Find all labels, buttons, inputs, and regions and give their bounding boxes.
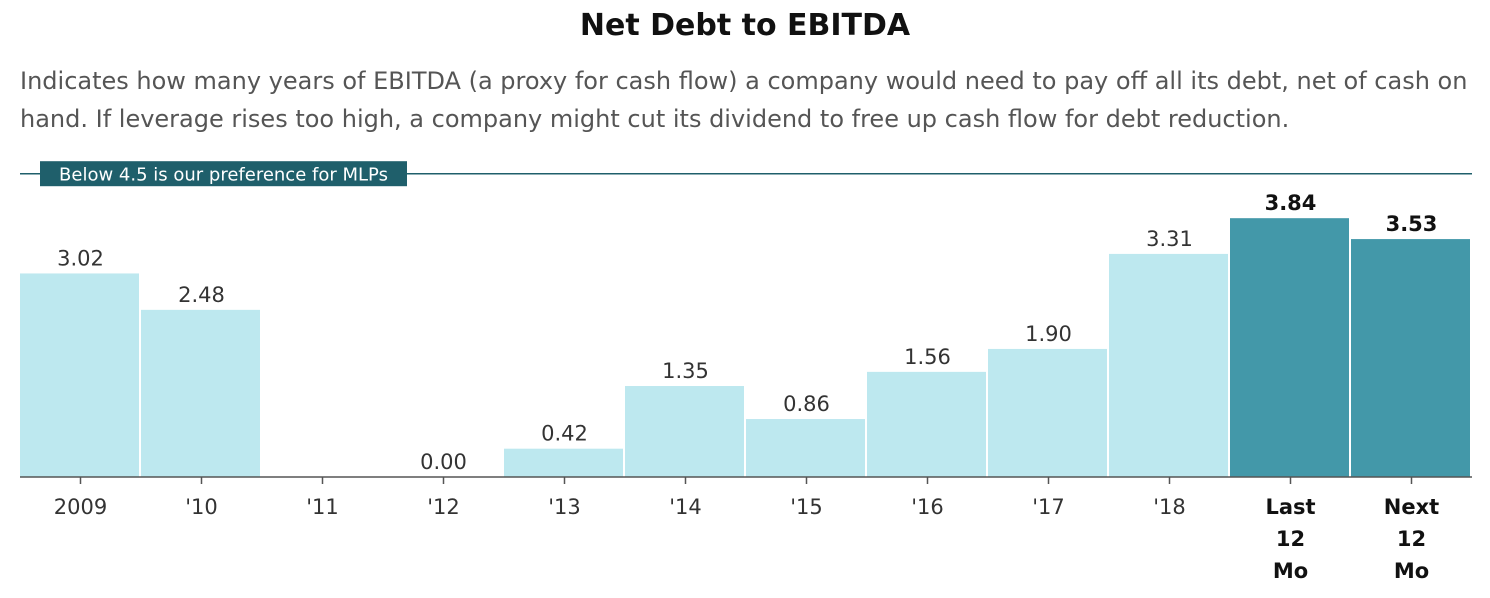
bar-1 [141,309,260,477]
value-label-0: 3.02 [57,246,104,270]
x-tick-label-4: '13 [548,495,581,519]
bar-8 [988,348,1107,477]
bar-7 [867,371,986,477]
bar-9 [1109,253,1228,477]
bar-5 [625,386,744,477]
x-tick-label-11-0: Next [1384,495,1439,519]
x-tick-label-1: '10 [185,495,218,519]
x-tick-label-2: '11 [306,495,339,519]
bar-4 [504,448,623,477]
x-tick-label-6: '15 [790,495,823,519]
bar-11 [1351,239,1470,477]
x-tick-label-7: '16 [911,495,944,519]
reference-label: Below 4.5 is our preference for MLPs [59,165,388,186]
value-label-7: 1.56 [904,345,951,369]
x-tick-label-10-0: Last [1265,495,1315,519]
x-tick-label-8: '17 [1032,495,1065,519]
x-tick-label-10-2: Mo [1273,559,1308,583]
x-tick-label-11-1: 12 [1397,527,1426,551]
x-tick-label-10-1: 12 [1276,527,1305,551]
value-label-9: 3.31 [1146,227,1193,251]
x-tick-label-9: '18 [1153,495,1186,519]
reference-label-box [40,161,407,187]
chart-title: Net Debt to EBITDA [579,8,911,43]
bars-layer: 3.02 2.48 0.00 0.42 1.35 0.86 1.56 1.90 3.31 3.84… [20,191,1470,477]
value-label-10: 3.84 [1265,191,1317,215]
x-tick-label-3: '12 [427,495,460,519]
axis-layer: 2009 '10 '11 '12 '13 '14 '15 '16 '17 '18 Last 12 Mo N… [20,476,1472,583]
reference-layer: Below 4.5 is our preference for MLPs [20,161,1472,187]
x-tick-label-0: 2009 [54,495,107,519]
value-label-11: 3.53 [1386,212,1438,236]
x-tick-label-11-2: Mo [1394,559,1429,583]
chart-subtitle: Indicates how many years of EBITDA (a pr… [20,67,1468,133]
value-label-3: 0.00 [420,450,467,474]
bar-10 [1230,218,1349,477]
bar-6 [746,419,865,477]
value-label-4: 0.42 [541,422,588,446]
value-label-8: 1.90 [1025,322,1072,346]
value-label-5: 1.35 [662,359,709,383]
value-label-1: 2.48 [178,283,225,307]
value-label-6: 0.86 [783,392,830,416]
bar-0 [20,273,139,477]
x-tick-label-5: '14 [669,495,702,519]
